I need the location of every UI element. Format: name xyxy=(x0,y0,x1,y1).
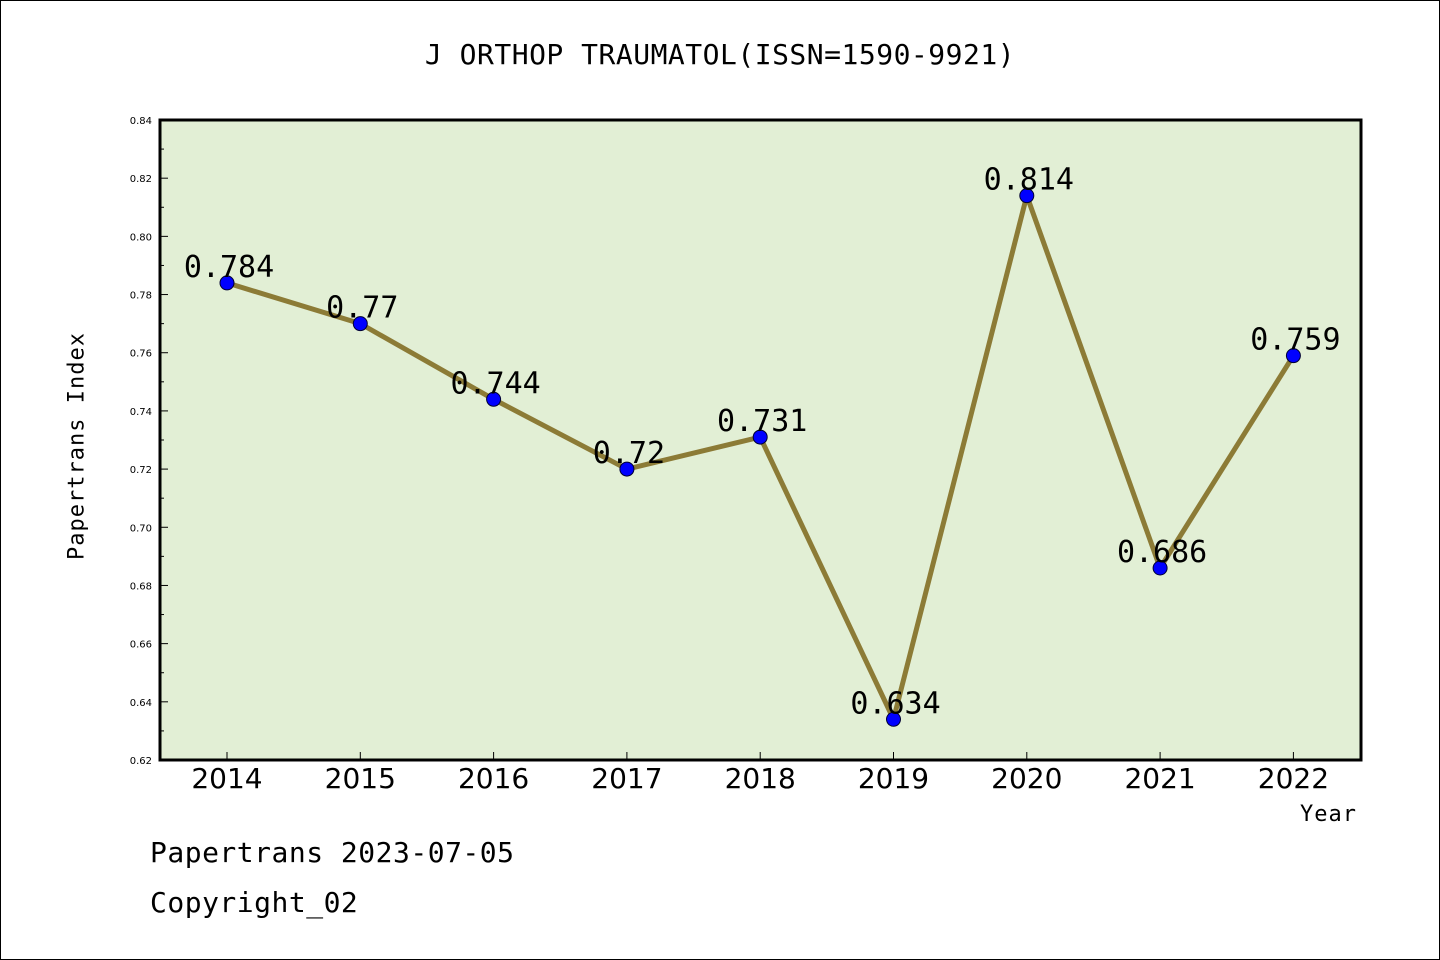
data-label: 0.731 xyxy=(717,404,807,439)
y-tick-label: 0.82 xyxy=(130,174,152,185)
data-label: 0.686 xyxy=(1117,535,1207,570)
x-axis-title: Year xyxy=(1300,802,1357,827)
x-tick-label: 2021 xyxy=(1124,762,1195,795)
y-tick-label: 0.74 xyxy=(130,407,152,418)
x-tick-label: 2019 xyxy=(858,762,929,795)
y-tick-label: 0.84 xyxy=(130,116,152,127)
y-tick-label: 0.64 xyxy=(130,698,152,709)
chart-title: J ORTHOP TRAUMATOL(ISSN=1590-9921) xyxy=(424,38,1016,71)
y-axis-ticks: 0.62 0.64 0.66 0.68 0.70 0.72 0.74 0.76 0.78 0.80… xyxy=(130,116,168,767)
y-tick-label: 0.68 xyxy=(130,581,152,592)
data-label: 0.72 xyxy=(593,436,665,471)
data-markers xyxy=(219,188,1301,727)
x-tick-label: 2022 xyxy=(1258,762,1329,795)
data-label: 0.814 xyxy=(984,163,1074,198)
data-point xyxy=(886,711,901,727)
data-point xyxy=(486,391,502,407)
y-axis-title: Papertrans Index xyxy=(64,332,90,560)
footer-date: Papertrans 2023-07-05 xyxy=(150,836,515,869)
y-tick-label: 0.62 xyxy=(130,756,152,767)
data-labels: 0.784 0.77 0.744 0.72 0.731 0.634 0.814 0.686 0.… xyxy=(184,163,1341,722)
data-point xyxy=(1019,188,1035,204)
x-tick-label: 2015 xyxy=(325,762,396,795)
y-tick-label: 0.70 xyxy=(130,523,152,534)
data-label: 0.744 xyxy=(450,366,540,401)
data-point xyxy=(619,461,635,477)
y-tick-label: 0.76 xyxy=(130,349,152,360)
x-tick-label: 2017 xyxy=(591,762,662,795)
data-point xyxy=(1285,348,1301,364)
data-point xyxy=(219,275,235,291)
data-label: 0.77 xyxy=(326,291,398,326)
data-label: 0.784 xyxy=(184,250,274,285)
y-tick-label: 0.72 xyxy=(130,465,152,476)
x-axis-ticks: 2014 2015 2016 2017 2018 2019 2020 2021 2022 xyxy=(191,752,1329,795)
y-tick-label: 0.78 xyxy=(130,291,152,302)
x-tick-label: 2018 xyxy=(725,762,796,795)
data-point xyxy=(752,429,768,445)
data-point xyxy=(1152,560,1168,576)
y-tick-label: 0.80 xyxy=(130,232,152,243)
y-tick-label: 0.66 xyxy=(130,640,152,651)
data-label: 0.634 xyxy=(850,686,940,721)
x-tick-label: 2014 xyxy=(191,762,262,795)
data-label: 0.759 xyxy=(1250,323,1340,358)
data-point xyxy=(352,316,368,332)
footer-copyright: Copyright_02 xyxy=(150,886,359,919)
x-tick-label: 2020 xyxy=(991,762,1062,795)
x-tick-label: 2016 xyxy=(458,762,529,795)
